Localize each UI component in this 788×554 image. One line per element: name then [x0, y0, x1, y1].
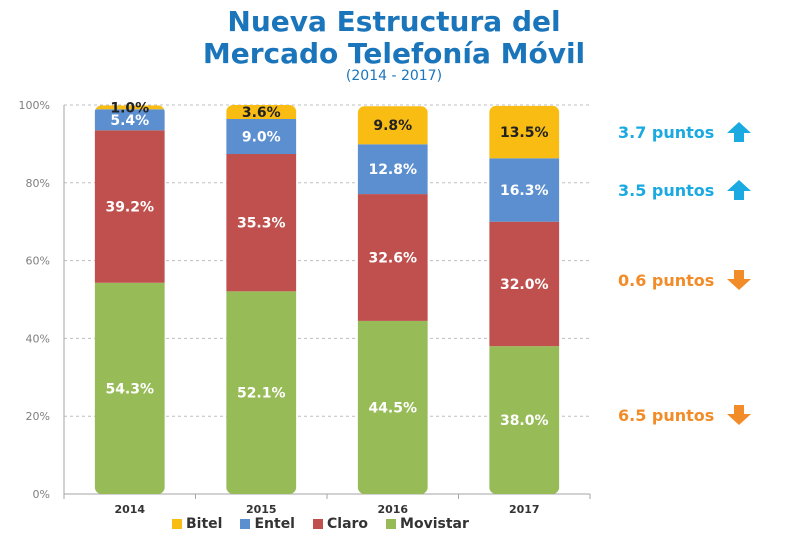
data-label-movistar-2015: 52.1%	[237, 386, 286, 402]
data-label-entel-2014: 5.4%	[110, 113, 149, 129]
bar-segment-entel-2015	[226, 119, 297, 155]
bar-segment-bitel-2014	[94, 105, 165, 110]
annotation-claro: 0.6 puntos	[618, 269, 752, 291]
chart-legend: Bitel Entel Claro Movistar	[172, 516, 469, 532]
bar-segment-claro-2016	[357, 194, 428, 321]
bar-segment-bitel-2015	[226, 105, 297, 120]
x-tick-label: 2015	[246, 503, 277, 516]
legend-label-claro: Claro	[327, 516, 369, 532]
x-tick-label: 2014	[114, 503, 145, 516]
legend-item-claro: Claro	[313, 516, 368, 532]
legend-label-movistar: Movistar	[400, 516, 469, 532]
bar-segment-entel-2017	[489, 158, 560, 222]
y-tick-label: 40%	[26, 332, 50, 345]
bar-segment-movistar-2014	[94, 282, 165, 494]
chart-subtitle: (2014 - 2017)	[345, 68, 443, 84]
data-label-bitel-2014: 1.0%	[110, 100, 149, 116]
legend-label-entel: Entel	[254, 516, 295, 532]
annotation-bitel: 3.7 puntos	[618, 121, 752, 143]
x-tick-label: 2016	[377, 503, 408, 516]
chart-title-line1: Nueva Estructura del	[227, 5, 561, 38]
bar-segment-claro-2014	[94, 130, 165, 283]
data-label-claro-2016: 32.6%	[368, 250, 417, 266]
arrow-down-icon	[727, 270, 752, 290]
arrow-up-icon	[727, 180, 752, 200]
legend-swatch-movistar	[386, 519, 397, 529]
data-label-entel-2017: 16.3%	[500, 183, 549, 199]
bar-segment-entel-2016	[357, 144, 428, 195]
data-label-claro-2014: 39.2%	[105, 200, 154, 216]
data-label-entel-2016: 12.8%	[368, 162, 417, 178]
arrow-up-icon	[727, 122, 752, 142]
data-label-bitel-2015: 3.6%	[242, 105, 281, 121]
y-tick-label: 60%	[26, 255, 50, 268]
x-tick-label: 2017	[509, 503, 540, 516]
annotation-movistar-text: 6.5 puntos	[618, 405, 715, 425]
annotation-movistar: 6.5 puntos	[618, 404, 752, 426]
bar-segment-bitel-2017	[489, 105, 560, 159]
bar-segment-movistar-2016	[357, 320, 428, 494]
bar-segment-bitel-2016	[357, 106, 428, 145]
data-label-bitel-2017: 13.5%	[500, 125, 549, 141]
data-label-movistar-2017: 38.0%	[500, 413, 549, 429]
annotation-bitel-text: 3.7 puntos	[618, 122, 715, 142]
legend-item-entel: Entel	[240, 516, 295, 532]
bar-segment-claro-2015	[226, 154, 297, 292]
legend-swatch-claro	[313, 519, 323, 529]
bar-segment-claro-2017	[489, 221, 560, 347]
data-label-bitel-2016: 9.8%	[373, 118, 412, 134]
y-tick-label: 100%	[19, 99, 50, 112]
arrow-down-icon	[727, 405, 752, 425]
bar-segment-movistar-2017	[489, 346, 560, 494]
legend-item-movistar: Movistar	[386, 516, 469, 532]
legend-item-bitel: Bitel	[172, 516, 222, 532]
legend-swatch-bitel	[172, 519, 182, 529]
legend-label-bitel: Bitel	[186, 516, 223, 532]
data-label-claro-2015: 35.3%	[237, 216, 286, 232]
annotation-entel: 3.5 puntos	[618, 179, 752, 201]
data-label-claro-2017: 32.0%	[500, 277, 549, 293]
data-label-entel-2015: 9.0%	[242, 130, 281, 146]
data-label-movistar-2014: 54.3%	[105, 381, 154, 397]
y-tick-label: 0%	[33, 488, 50, 501]
annotation-entel-text: 3.5 puntos	[618, 180, 715, 200]
chart-title-line2: Mercado Telefonía Móvil	[202, 37, 586, 70]
legend-swatch-entel	[240, 519, 251, 529]
y-tick-label: 80%	[26, 177, 50, 190]
y-tick-label: 20%	[26, 410, 50, 423]
annotation-claro-text: 0.6 puntos	[618, 270, 715, 290]
data-label-movistar-2016: 44.5%	[368, 400, 417, 416]
bar-segment-entel-2014	[94, 109, 165, 131]
bar-segment-movistar-2015	[226, 291, 297, 494]
